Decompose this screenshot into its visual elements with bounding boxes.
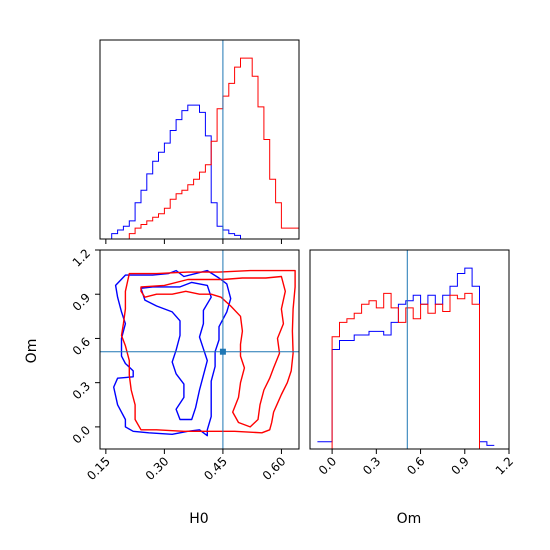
y-tick-label: 1.2 — [70, 246, 93, 269]
x-tick-label: 0.6 — [404, 454, 427, 477]
truth-marker — [219, 348, 226, 355]
histogram-series-1 — [317, 292, 495, 450]
x-tick-label: 0.9 — [448, 454, 471, 477]
x-axis-label-Om: Om — [397, 511, 422, 527]
hist-Om-panel: 0.0 0.3 0.6 0.9 1.2 — [309, 249, 516, 478]
hist-H0-frame — [99, 39, 300, 240]
x-axis-label-H0: H0 — [189, 511, 208, 527]
y-tick-label: 0.0 — [70, 423, 93, 446]
y-tick-label: 0.6 — [70, 335, 93, 358]
x-tick-label: 0.3 — [360, 454, 383, 477]
x-tick-label: 1.2 — [493, 454, 516, 477]
x-tick-label: 0.15 — [84, 454, 113, 483]
contour-line-1 — [140, 281, 212, 421]
x-tick-label: 0.45 — [201, 454, 230, 483]
contour-line-2 — [120, 269, 296, 434]
hist-Om-frame — [309, 249, 510, 450]
x-tick-label: 0.60 — [260, 454, 289, 483]
x-tick-label: 0.0 — [316, 454, 339, 477]
y-axis-label-Om: Om — [24, 339, 40, 364]
y-tick-label: 0.9 — [70, 290, 93, 313]
contour-frame — [99, 249, 300, 450]
y-tick-label: 0.3 — [70, 379, 93, 402]
contour-H0-Om-panel: 0.15 0.30 0.45 0.60 0.0 0.3 0.6 0.9 1.2 — [70, 246, 300, 483]
histogram-series-0 — [317, 267, 495, 446]
x-tick-label: 0.30 — [143, 454, 172, 483]
histogram-series-1 — [100, 57, 299, 240]
contour-line-3 — [140, 275, 286, 428]
hist-H0-panel — [99, 39, 300, 244]
